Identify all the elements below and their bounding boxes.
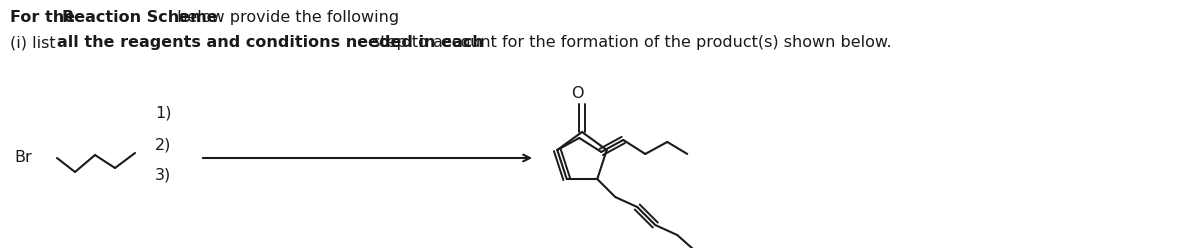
Text: (i) list: (i) list (10, 35, 61, 50)
Text: For the: For the (10, 10, 80, 25)
Text: step to account for the formation of the product(s) shown below.: step to account for the formation of the… (367, 35, 892, 50)
Text: O: O (571, 86, 583, 101)
Text: 1): 1) (155, 105, 172, 120)
Text: below provide the following: below provide the following (172, 10, 400, 25)
Text: Br: Br (14, 150, 31, 165)
Text: Reaction Scheme: Reaction Scheme (62, 10, 217, 25)
Text: all the reagents and conditions needed in each: all the reagents and conditions needed i… (58, 35, 484, 50)
Text: 3): 3) (155, 168, 172, 183)
Text: 2): 2) (155, 137, 172, 152)
